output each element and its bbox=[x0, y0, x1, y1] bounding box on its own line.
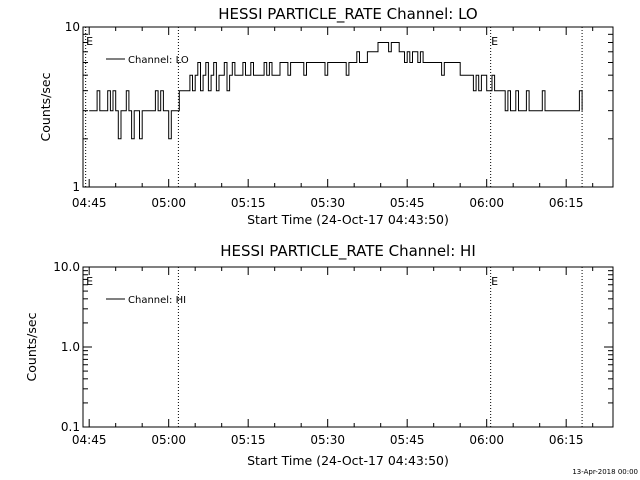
y-tick-label: 10.0 bbox=[53, 260, 80, 274]
legend-entry: Channel: LO bbox=[128, 55, 189, 66]
y-tick-label: 1.0 bbox=[61, 340, 80, 354]
x-tick-label: 05:00 bbox=[151, 196, 186, 210]
plot-frame bbox=[82, 26, 614, 188]
x-tick-label: 06:00 bbox=[469, 196, 504, 210]
y-tick-label: 10 bbox=[65, 20, 80, 34]
y-tick-label: 0.1 bbox=[61, 420, 80, 434]
chart-channel-lo: HESSI PARTICLE_RATE Channel: LO 04:45 05:0… bbox=[38, 5, 614, 227]
event-flag-label: E bbox=[86, 275, 93, 288]
event-flag-label: E bbox=[491, 35, 498, 48]
event-flag-label: E bbox=[491, 275, 498, 288]
x-axis-label: Start Time (24-Oct-17 04:43:50) bbox=[247, 453, 449, 468]
x-axis-label: Start Time (24-Oct-17 04:43:50) bbox=[247, 212, 449, 227]
x-tick-label: 05:30 bbox=[310, 196, 345, 210]
x-tick-label: 06:15 bbox=[549, 196, 584, 210]
chart-channel-hi: HESSI PARTICLE_RATE Channel: HI 04:45 05:0… bbox=[24, 242, 614, 468]
event-flag-label: E bbox=[86, 35, 93, 48]
x-tick-label: 06:15 bbox=[549, 433, 584, 447]
x-tick-label: 04:45 bbox=[72, 433, 107, 447]
x-tick-label: 05:45 bbox=[390, 433, 425, 447]
plot-frame bbox=[82, 266, 614, 428]
x-tick-label: 05:45 bbox=[390, 196, 425, 210]
x-tick-label: 05:15 bbox=[231, 196, 266, 210]
footer-timestamp: 13-Apr-2018 00:00 bbox=[572, 468, 638, 476]
legend-entry: Channel: HI bbox=[128, 295, 186, 306]
x-tick-label: 05:00 bbox=[151, 433, 186, 447]
y-axis-label: Counts/sec bbox=[24, 312, 39, 381]
x-tick-label: 05:15 bbox=[231, 433, 266, 447]
y-tick-label: 1 bbox=[72, 180, 80, 194]
chart-title: HESSI PARTICLE_RATE Channel: LO bbox=[218, 5, 477, 24]
x-tick-label: 04:45 bbox=[72, 196, 107, 210]
x-tick-label: 06:00 bbox=[469, 433, 504, 447]
y-axis-label: Counts/sec bbox=[38, 72, 53, 141]
series-line bbox=[89, 42, 583, 140]
chart-title: HESSI PARTICLE_RATE Channel: HI bbox=[220, 242, 476, 261]
x-tick-label: 05:30 bbox=[310, 433, 345, 447]
